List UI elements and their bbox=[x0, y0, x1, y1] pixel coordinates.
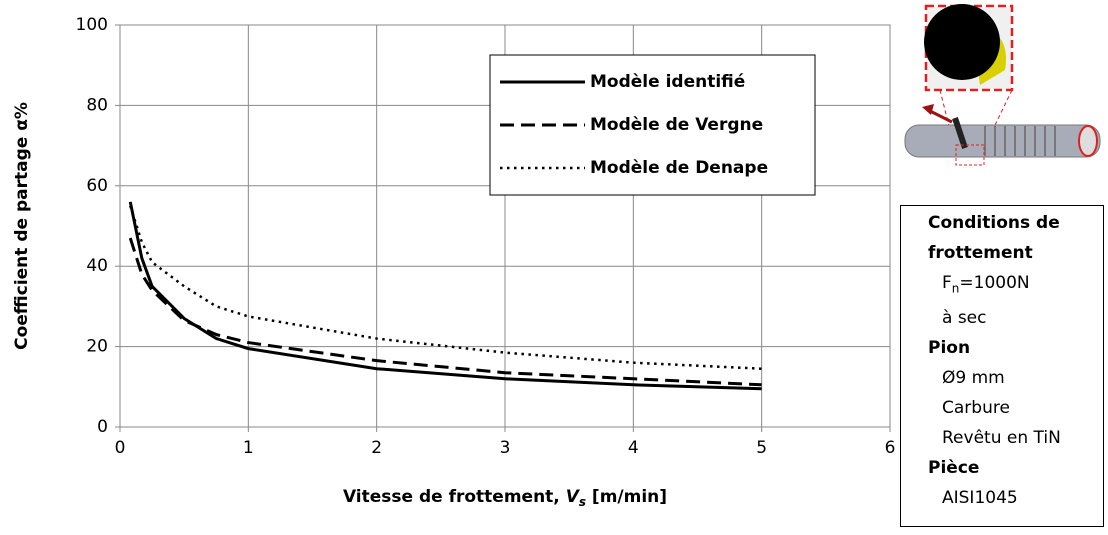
pin-item: Ø9 mm bbox=[928, 363, 1103, 393]
pin-item: Carbure bbox=[928, 393, 1103, 423]
series-line bbox=[130, 238, 761, 385]
force-rest: =1000N bbox=[959, 273, 1029, 293]
legend: Modèle identifié Modèle de Vergne Modèle d… bbox=[490, 55, 815, 195]
x-axis-label-sub: s bbox=[579, 495, 586, 509]
y-tick-label: 100 bbox=[76, 15, 108, 35]
y-tick-label: 80 bbox=[86, 95, 108, 115]
page: Coefficient de partage α% Vitesse de fro… bbox=[0, 0, 1108, 535]
legend-label: Modèle identifié bbox=[590, 72, 745, 92]
x-tick-label: 5 bbox=[756, 438, 767, 458]
y-tick-label: 40 bbox=[86, 256, 108, 276]
environment: à sec bbox=[928, 303, 1103, 333]
series-line bbox=[130, 206, 761, 369]
pin-item: Revêtu en TiN bbox=[928, 423, 1103, 453]
y-axis-label: Coefficient de partage α% bbox=[12, 102, 32, 350]
x-tick-label: 6 bbox=[885, 438, 896, 458]
pin-title: Pion bbox=[928, 333, 1103, 363]
y-tick-label: 0 bbox=[97, 417, 108, 437]
legend-label: Modèle de Vergne bbox=[590, 115, 763, 135]
x-tick-label: 2 bbox=[371, 438, 382, 458]
illustration bbox=[905, 4, 1100, 165]
x-axis-label-text: Vitesse de frottement, bbox=[343, 487, 566, 507]
part: AISI1045 bbox=[928, 483, 1103, 513]
panel-title: Conditions de frottement bbox=[928, 208, 1103, 268]
x-tick-label: 3 bbox=[500, 438, 511, 458]
x-tick-label: 1 bbox=[243, 438, 254, 458]
legend-label: Modèle de Denape bbox=[590, 158, 768, 178]
y-tick-label: 60 bbox=[86, 176, 108, 196]
force: Fn=1000N bbox=[928, 268, 1103, 303]
x-axis-label: Vitesse de frottement, Vs [m/min] bbox=[343, 487, 667, 509]
x-tick-label: 0 bbox=[115, 438, 126, 458]
part-title: Pièce bbox=[928, 453, 1103, 483]
series-line bbox=[130, 202, 761, 389]
x-tick-label: 4 bbox=[628, 438, 639, 458]
y-tick-label: 20 bbox=[86, 337, 108, 357]
force-base: F bbox=[942, 273, 952, 293]
x-axis-label-unit: [m/min] bbox=[586, 487, 667, 507]
conditions-panel: Conditions de frottement Fn=1000N à sec … bbox=[900, 205, 1104, 527]
